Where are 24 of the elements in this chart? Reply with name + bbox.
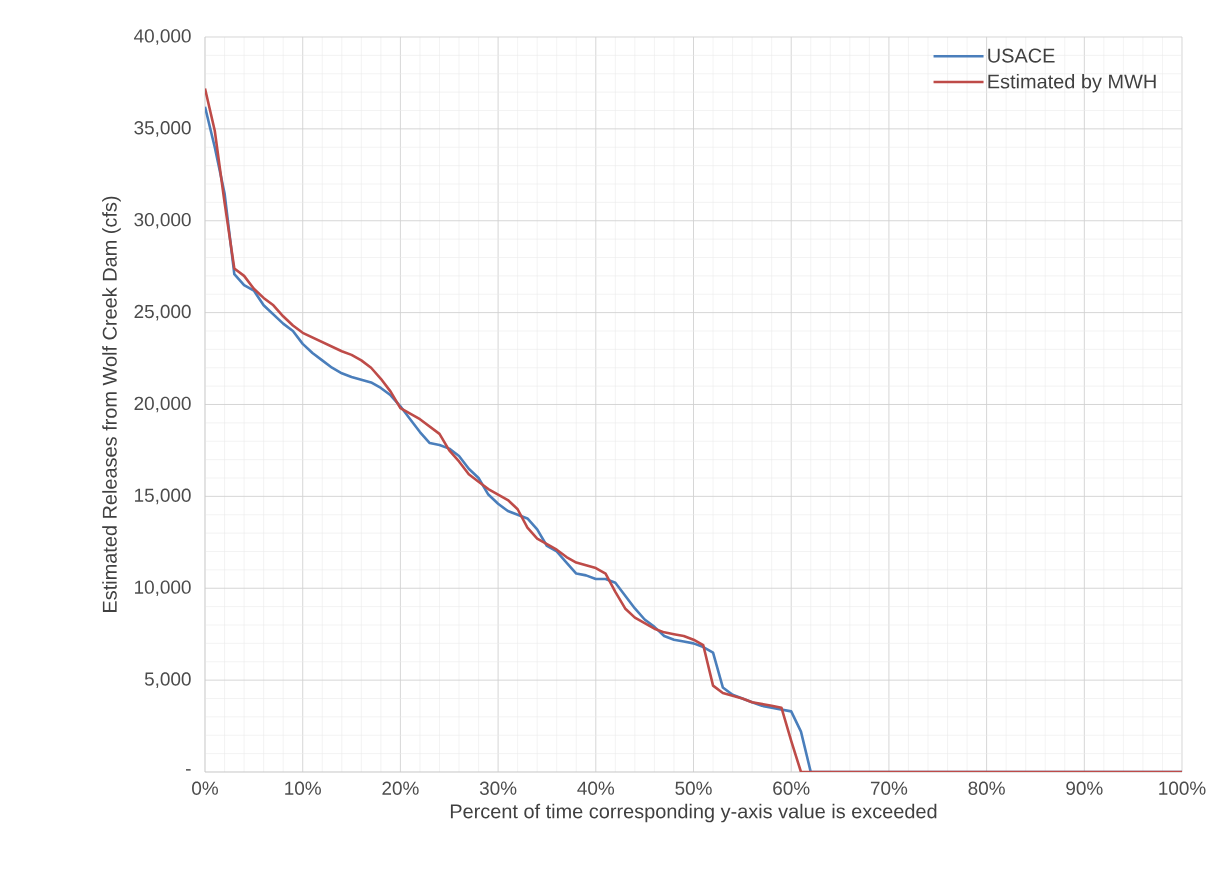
y-tick-label: 10,000 [135,580,191,597]
x-tick-label: 100% [1159,781,1206,795]
x-tick-label: 10% [285,781,321,795]
y-axis-title: Estimated Releases from Wolf Creek Dam (cfs) [102,196,121,612]
y-tick-label: 15,000 [135,488,191,505]
y-tick-label: 20,000 [134,396,191,413]
x-tick-label: 0% [192,781,218,795]
x-tick-label: 30% [479,781,517,795]
legend-label: USACE [988,48,1055,63]
y-tick-label: 25,000 [134,304,191,321]
x-tick-label: 60% [773,781,810,795]
y-tick-label: 5,000 [144,672,191,688]
y-tick-label: 35,000 [134,121,191,137]
y-tick-label: 40,000 [134,29,191,45]
x-tick-label: 40% [577,781,615,795]
x-tick-label: 20% [382,781,419,795]
x-tick-label: 50% [675,781,712,795]
x-tick-label: 80% [968,781,1005,795]
x-tick-label: 90% [1066,781,1103,795]
x-tick-label: 70% [870,781,908,795]
x-axis-title: Percent of time corresponding y-axis value is exceeded [450,803,937,823]
legend-label: Estimated by MWH [988,73,1156,93]
y-tick-label: 30,000 [134,212,191,229]
y-tick-label: - [186,769,191,771]
